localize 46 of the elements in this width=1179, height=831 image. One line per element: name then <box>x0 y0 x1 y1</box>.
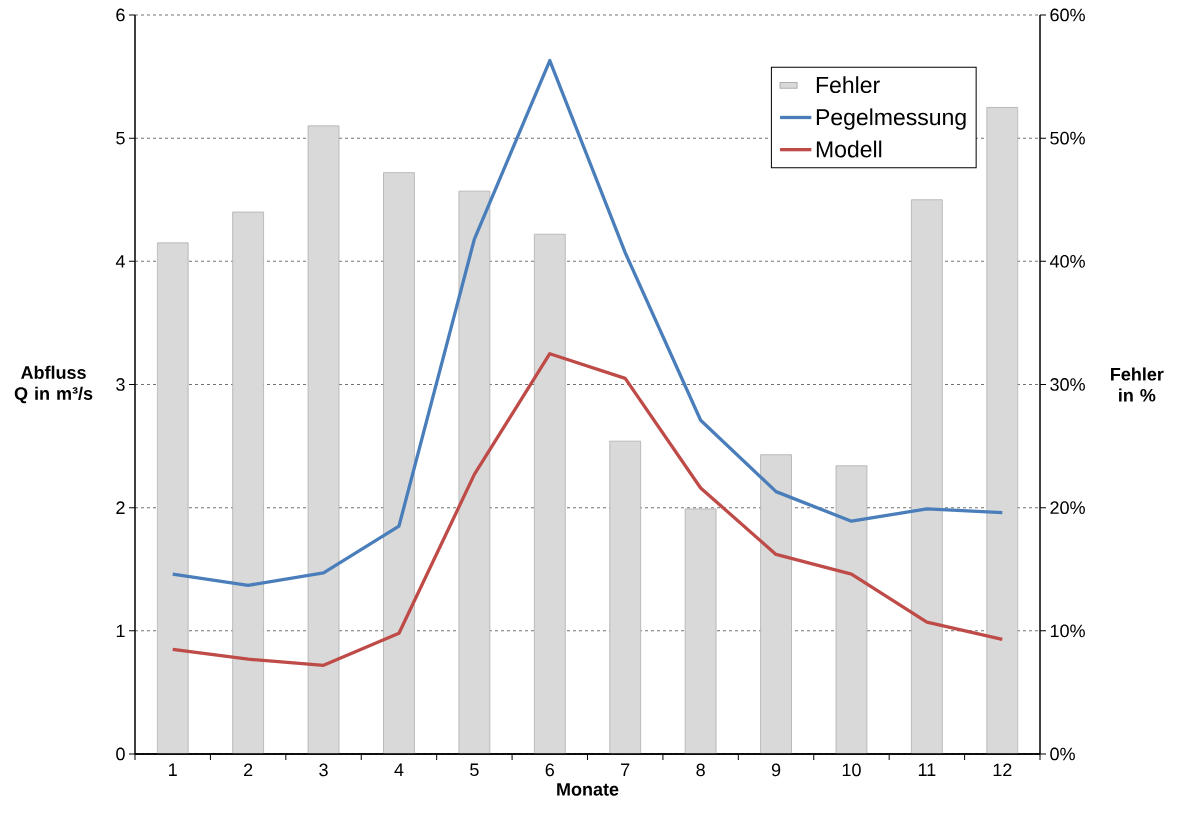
x-tick-label: 11 <box>918 763 936 776</box>
x-tick-label: 7 <box>621 763 630 776</box>
y-tick-label: 2 <box>116 501 125 514</box>
bar <box>609 440 642 754</box>
bar <box>835 465 868 754</box>
bar <box>684 508 717 754</box>
x-tick-label: 9 <box>771 763 781 777</box>
y-tick-label: 0 <box>116 747 125 761</box>
x-tick-label: 3 <box>319 763 328 777</box>
legend-label: Pegelmessung <box>816 108 966 130</box>
y2-axis-title: Fehler in % <box>1111 367 1164 402</box>
y2-tick-label: 50% <box>1050 131 1085 145</box>
x-tick-label: 4 <box>394 763 404 776</box>
bar <box>760 454 792 754</box>
x-tick-label: 1 <box>169 763 177 776</box>
y-axis-title: Abfluss Q in m³/s <box>14 365 93 404</box>
y-tick-label: 5 <box>116 131 125 145</box>
x-tick-label: 10 <box>842 763 861 777</box>
bar <box>911 199 943 754</box>
bar <box>458 190 491 754</box>
y2-tick-label: 20% <box>1050 501 1085 515</box>
x-tick-label: 12 <box>993 763 1012 777</box>
bar <box>383 172 415 754</box>
legend-label: Fehler <box>816 76 880 94</box>
y2-tick-label: 40% <box>1049 254 1085 268</box>
bar <box>156 242 189 754</box>
line-series <box>171 58 1004 587</box>
y2-tick-label: 10% <box>1050 624 1085 638</box>
bar <box>986 106 1019 754</box>
x-tick-label: 2 <box>244 763 253 777</box>
bar <box>533 233 566 754</box>
y-tick-label: 1 <box>116 624 125 638</box>
y2-tick-label: 0% <box>1050 747 1075 761</box>
bar <box>307 125 340 754</box>
legend-label: Modell <box>816 140 882 158</box>
x-tick-label: 6 <box>545 763 555 777</box>
y-tick-label: 3 <box>116 378 125 391</box>
bar <box>232 211 264 754</box>
y2-tick-label: 30% <box>1050 378 1085 391</box>
line-series <box>171 352 1004 667</box>
x-tick-label: 8 <box>696 763 705 777</box>
x-axis-title: Monate <box>557 783 619 796</box>
y-tick-label: 6 <box>116 8 125 22</box>
y2-tick-label: 60% <box>1050 8 1085 22</box>
x-tick-label: 5 <box>470 763 479 777</box>
y-tick-label: 4 <box>115 255 125 268</box>
